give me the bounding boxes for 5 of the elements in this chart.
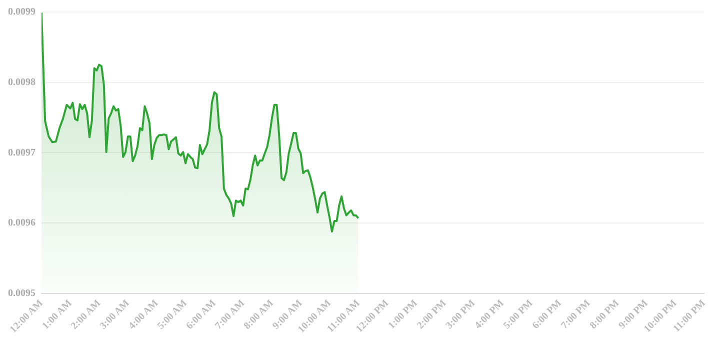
y-tick-label: 0.0096 [8,218,36,229]
y-tick-label: 0.0097 [8,147,36,158]
y-tick-label: 0.0098 [8,76,36,88]
y-tick-label: 0.0099 [8,6,36,18]
y-tick-label: 0.0095 [8,288,36,300]
